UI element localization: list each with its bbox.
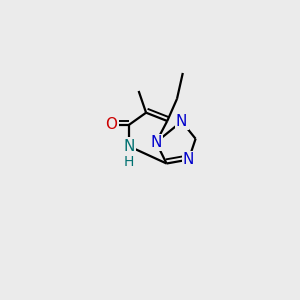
Text: N: N [123,139,135,154]
Text: H: H [124,155,134,169]
Text: N: N [176,114,187,129]
Text: O: O [105,117,117,132]
Text: N: N [183,152,194,167]
Text: N: N [150,135,162,150]
